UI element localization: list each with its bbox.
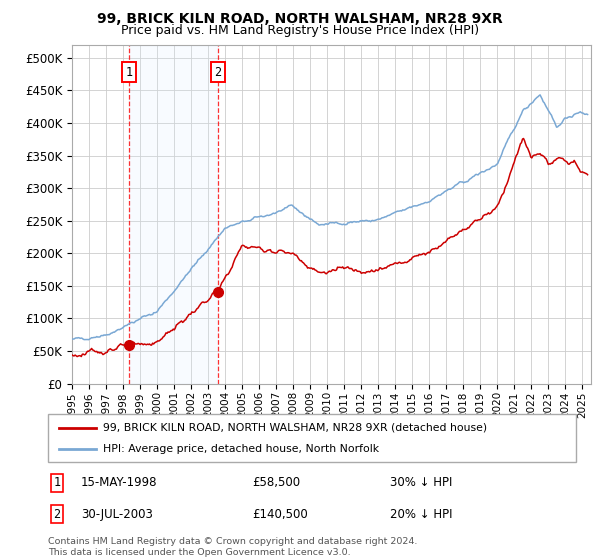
Text: 30-JUL-2003: 30-JUL-2003 [81, 507, 153, 521]
Text: 15-MAY-1998: 15-MAY-1998 [81, 476, 157, 489]
Text: 1: 1 [126, 66, 133, 78]
Text: This data is licensed under the Open Government Licence v3.0.: This data is licensed under the Open Gov… [48, 548, 350, 557]
Text: Price paid vs. HM Land Registry's House Price Index (HPI): Price paid vs. HM Land Registry's House … [121, 24, 479, 36]
Bar [130, 45, 218, 384]
Text: HPI: Average price, detached house, North Norfolk: HPI: Average price, detached house, Nort… [103, 444, 380, 454]
Text: £140,500: £140,500 [252, 507, 308, 521]
Text: 20% ↓ HPI: 20% ↓ HPI [390, 507, 452, 521]
FancyBboxPatch shape [48, 414, 576, 462]
Text: Contains HM Land Registry data © Crown copyright and database right 2024.: Contains HM Land Registry data © Crown c… [48, 537, 418, 546]
Text: 99, BRICK KILN ROAD, NORTH WALSHAM, NR28 9XR (detached house): 99, BRICK KILN ROAD, NORTH WALSHAM, NR28… [103, 423, 488, 433]
Text: 99, BRICK KILN ROAD, NORTH WALSHAM, NR28 9XR: 99, BRICK KILN ROAD, NORTH WALSHAM, NR28… [97, 12, 503, 26]
Text: 2: 2 [214, 66, 221, 78]
Text: £58,500: £58,500 [252, 476, 300, 489]
Text: 1: 1 [53, 476, 61, 489]
Text: 30% ↓ HPI: 30% ↓ HPI [390, 476, 452, 489]
Text: 2: 2 [53, 507, 61, 521]
